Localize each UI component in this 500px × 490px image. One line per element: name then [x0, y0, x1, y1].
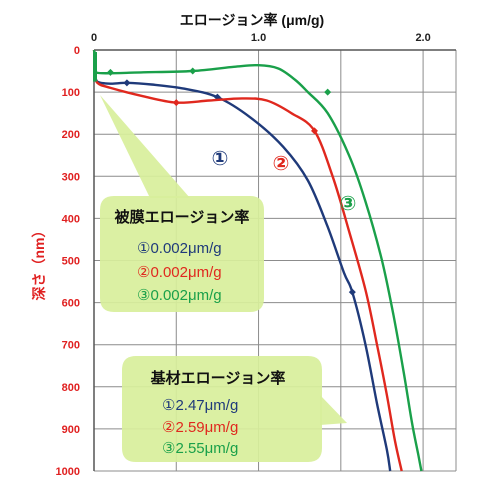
axes [93, 49, 456, 471]
y-tick-label: 400 [62, 213, 80, 225]
film-callout-bubble [100, 196, 264, 312]
y-tick-label: 500 [62, 256, 80, 268]
film-callout-title: 被膜エロージョン率 [115, 208, 250, 226]
y-tick-label: 100 [62, 87, 80, 99]
y-axis-title: 深さ（nm） [31, 224, 47, 301]
data-point [310, 127, 318, 135]
callout-pointer [320, 395, 347, 425]
film-callout-line-1: ①0.002μm/g [137, 240, 222, 257]
series-group [92, 49, 423, 472]
y-tick-label: 0 [74, 45, 80, 57]
y-tick-label: 300 [62, 171, 80, 183]
curve-label-3: ③ [340, 191, 357, 215]
data-point [348, 288, 356, 296]
series-line-3 [92, 49, 423, 472]
data-point [123, 79, 131, 87]
x-tick-labels: 0 1.0 2.0 [91, 32, 431, 44]
x-tick-label: 2.0 [415, 32, 430, 44]
y-tick-label: 700 [62, 340, 80, 352]
substrate-callout: 基材エロージョン率 ①2.47μm/g ②2.59μm/g ③2.55μm/g [122, 356, 347, 462]
substrate-callout-line-2: ②2.59μm/g [162, 419, 238, 436]
x-tick-label: 1.0 [251, 32, 266, 44]
y-tick-label: 900 [62, 424, 80, 436]
film-callout-line-3: ③0.002μm/g [137, 287, 222, 304]
callout-pointer [100, 95, 190, 198]
substrate-callout-title: 基材エロージョン率 [150, 369, 286, 387]
substrate-callout-line-1: ①2.47μm/g [162, 397, 238, 414]
data-point [324, 88, 332, 96]
data-point [106, 68, 114, 76]
substrate-callout-line-3: ③2.55μm/g [162, 440, 238, 457]
y-tick-label: 800 [62, 382, 80, 394]
y-tick-labels: 0 100 200 300 400 500 600 700 800 900 1000 [56, 45, 80, 478]
data-point [172, 99, 180, 107]
data-point [189, 67, 197, 75]
film-callout-line-2: ②0.002μm/g [137, 264, 222, 281]
curve-label-2: ② [273, 151, 290, 175]
curve-label-1: ① [212, 146, 229, 170]
y-tick-label: 200 [62, 129, 80, 141]
x-tick-label: 0 [91, 32, 97, 44]
substrate-callout-bubble [122, 356, 322, 462]
y-tick-label: 600 [62, 298, 80, 310]
x-axis-title: エロージョン率 (μm/g) [180, 12, 324, 28]
film-callout: 被膜エロージョン率 ①0.002μm/g ②0.002μm/g ③0.002μm… [100, 95, 264, 312]
y-tick-label: 1000 [56, 466, 80, 478]
series-line-2 [92, 49, 403, 472]
